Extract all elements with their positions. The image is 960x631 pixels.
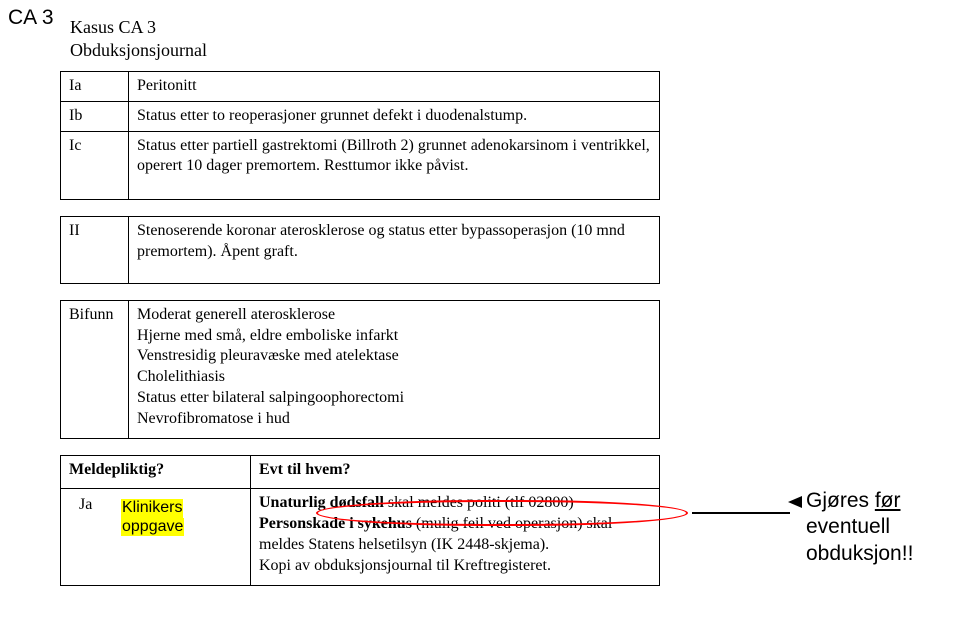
table-row: II Stenoserende koronar aterosklerose og… [61,217,660,284]
bifunn-line: Hjerne med små, eldre emboliske infarkt [137,327,398,344]
side-note: Gjøres før eventuell obduksjon!! [806,488,913,567]
row-label: Ib [61,101,129,131]
row-text: Moderat generell aterosklerose Hjerne me… [129,300,660,438]
table-ii: II Stenoserende koronar aterosklerose og… [60,216,660,284]
cell-ja: Ja Klinikers oppgave [61,489,251,585]
bifunn-line: Status etter bilateral salpingoophorecto… [137,389,404,406]
bifunn-line: Cholelithiasis [137,368,225,385]
bifunn-line: Moderat generell aterosklerose [137,306,335,323]
corner-label: CA 3 [8,6,54,30]
table-row: Ib Status etter to reoperasjoner grunnet… [61,101,660,131]
row-text: Status etter partiell gastrektomi (Billr… [129,131,660,200]
col-header: Meldepliktig? [61,455,251,489]
bifunn-line: Venstresidig pleuravæske med atelektase [137,347,399,364]
row-text: Peritonitt [129,72,660,102]
bifunn-line: Nevrofibromatose i hud [137,410,290,427]
row-label: Ia [61,72,129,102]
row-label: Bifunn [61,300,129,438]
table-row: Ia Peritonitt [61,72,660,102]
row-text: Status etter to reoperasjoner grunnet de… [129,101,660,131]
body-text: skal meldes politi (tlf 02800) [384,494,574,511]
side-note-line1-under: før [875,489,901,512]
body-bold: Unaturlig dødsfall [259,494,384,511]
table-ia-ic: Ia Peritonitt Ib Status etter to reopera… [60,71,660,200]
body-text: Kopi av obduksjonsjournal til Kreftregis… [259,557,551,574]
table-row: Bifunn Moderat generell aterosklerose Hj… [61,300,660,438]
side-note-line2: eventuell [806,515,890,538]
annotation-arrow-head [788,496,802,508]
body-bold: Personskade i sykehus [259,515,412,532]
row-label: II [61,217,129,284]
table-bifunn: Bifunn Moderat generell aterosklerose Hj… [60,300,660,439]
col-header: Evt til hvem? [251,455,660,489]
case-heading-line1: Kasus CA 3 [70,17,156,37]
ja-label: Ja [79,495,92,516]
cell-body: Unaturlig dødsfall skal meldes politi (t… [251,489,660,585]
table-row: Ic Status etter partiell gastrektomi (Bi… [61,131,660,200]
annotation-arrow-line [692,512,790,514]
document-body: Kasus CA 3 Obduksjonsjournal Ia Peritoni… [60,16,920,586]
side-note-line3: obduksjon!! [806,542,913,565]
case-heading-line2: Obduksjonsjournal [70,40,207,60]
side-note-line1-pre: Gjøres [806,489,875,512]
klinikers-line1: Klinikers [121,499,183,517]
case-heading: Kasus CA 3 Obduksjonsjournal [70,16,920,61]
klinikers-box: Klinikers oppgave [121,499,184,536]
table-row: Ja Klinikers oppgave Unaturlig dødsfall … [61,489,660,585]
klinikers-line2: oppgave [121,518,184,536]
table-row: Meldepliktig? Evt til hvem? [61,455,660,489]
row-text: Stenoserende koronar aterosklerose og st… [129,217,660,284]
row-label: Ic [61,131,129,200]
table-meldepliktig: Meldepliktig? Evt til hvem? Ja Klinikers… [60,455,660,586]
